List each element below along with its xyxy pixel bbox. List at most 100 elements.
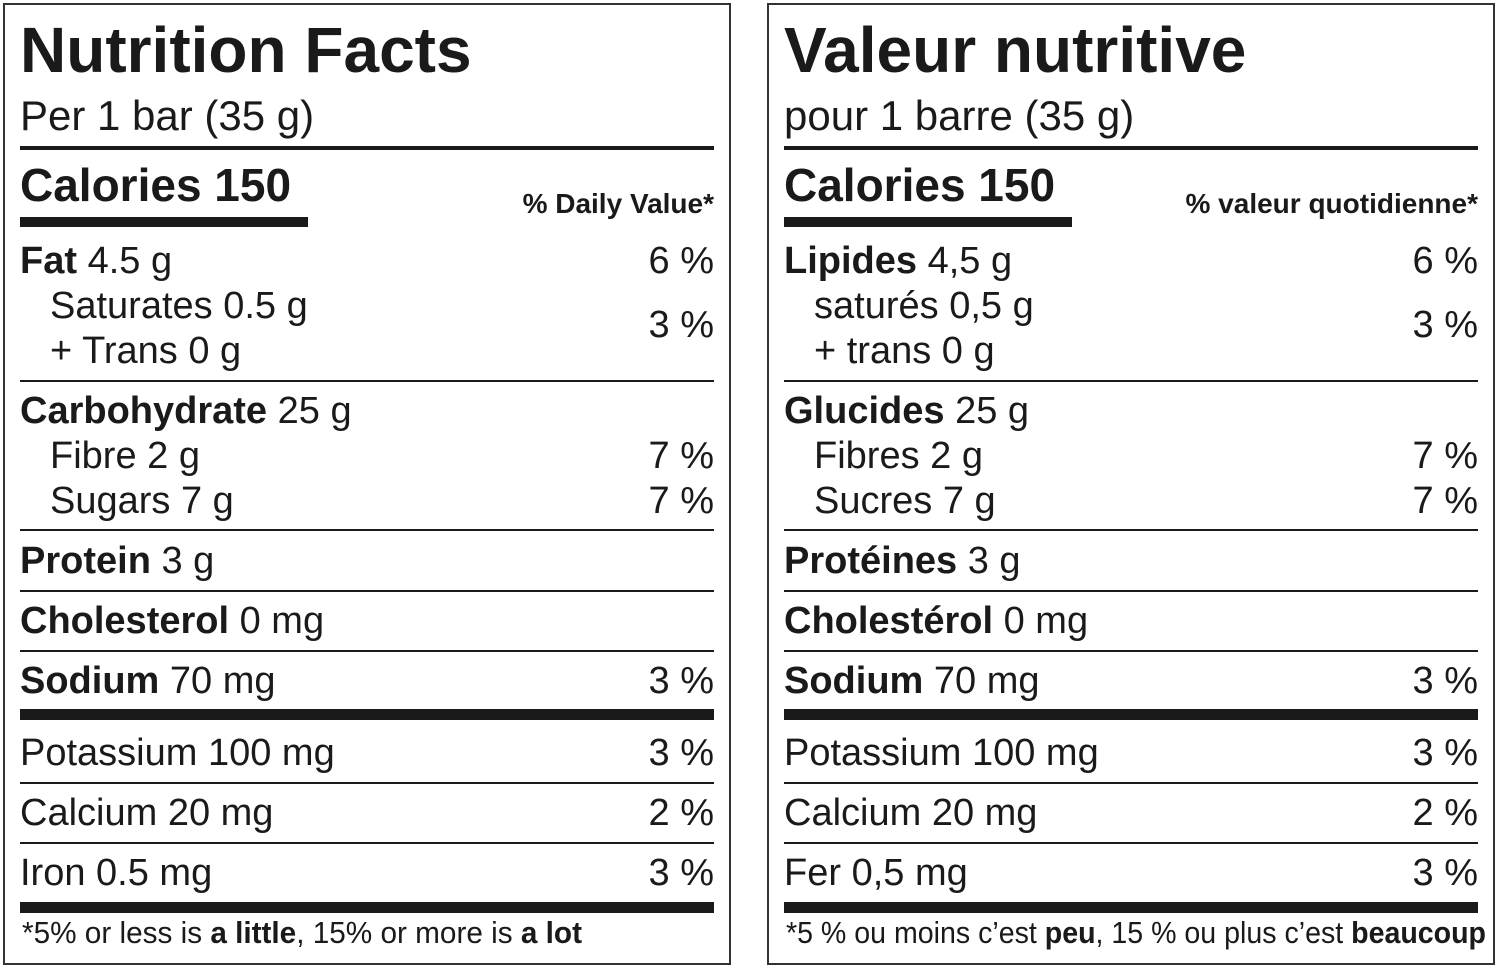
serving-size: Per 1 bar (35 g) xyxy=(20,91,315,139)
divider xyxy=(784,650,1478,652)
nutrient-amount: 20 mg xyxy=(167,792,274,834)
nutrient-name: Glucides xyxy=(784,390,945,432)
serving-size: pour 1 barre (35 g) xyxy=(784,91,1135,139)
nutrient-name: Saturates xyxy=(50,285,213,327)
divider xyxy=(784,529,1478,531)
divider xyxy=(784,590,1478,592)
nutrient-name: Fibre xyxy=(50,435,137,477)
nutrient-name: Sucres xyxy=(814,480,933,522)
daily-value-header: % Daily Value* xyxy=(522,187,714,219)
nutrient-line: Fer 0,5 mg xyxy=(784,854,968,892)
nutrient-amount: 3 g xyxy=(967,540,1021,582)
nutrient-name: Protein xyxy=(20,540,151,582)
daily-value-percent: 6 % xyxy=(648,240,714,283)
nutrient-amount: 70 mg xyxy=(933,660,1040,702)
daily-value-header: % valeur quotidienne* xyxy=(1185,187,1479,219)
footnote-part: beaucoup xyxy=(1351,915,1486,950)
nutrient-name: Cholesterol xyxy=(20,600,230,642)
nutrient-name: Calcium xyxy=(784,792,922,834)
nutrient-amount: 0 g xyxy=(188,330,242,372)
footnote-part: peu xyxy=(1044,915,1096,950)
nutrient-line: Saturates 0.5 g xyxy=(50,287,308,325)
nutrient-amount: 2 g xyxy=(930,435,983,477)
nutrient-line: Fibres 2 g xyxy=(814,437,983,475)
nutrient-line: Fibre 2 g xyxy=(50,437,200,475)
nutrient-line: Lipides 4,5 g xyxy=(784,242,1012,280)
daily-value-percent: 3 % xyxy=(1412,732,1478,775)
nutrient-name: Cholestérol xyxy=(784,600,994,642)
daily-value-percent: 3 % xyxy=(648,852,714,895)
daily-value-percent: 3 % xyxy=(648,304,714,347)
divider xyxy=(20,380,714,382)
daily-value-percent: 7 % xyxy=(648,480,714,523)
panel-title: Valeur nutritive xyxy=(784,13,1247,86)
nutrient-amount: 0.5 g xyxy=(223,285,308,327)
nutrient-name: Calcium xyxy=(20,792,158,834)
nutrient-name: Iron xyxy=(20,852,86,894)
nutrient-line: + Trans 0 g xyxy=(50,332,241,370)
nutrient-amount: 0 mg xyxy=(1003,600,1089,642)
daily-value-percent: 2 % xyxy=(1412,792,1478,835)
nutrient-line: Cholesterol 0 mg xyxy=(20,602,324,640)
daily-value-percent: 7 % xyxy=(648,435,714,478)
nutrient-name: Potassium xyxy=(20,732,198,774)
divider xyxy=(20,590,714,592)
nutrient-amount: 25 g xyxy=(277,390,352,432)
nutrient-line: Protéines 3 g xyxy=(784,542,1021,580)
calories: Calories 150 xyxy=(20,158,292,211)
nutrient-name: + Trans xyxy=(50,330,178,372)
footnote-part: a lot xyxy=(520,915,582,950)
divider xyxy=(20,529,714,531)
divider xyxy=(784,842,1478,844)
nutrient-name: Carbohydrate xyxy=(20,390,268,432)
nutrient-amount: 70 mg xyxy=(169,660,276,702)
nutrient-name: Fibres xyxy=(814,435,920,477)
nutrient-line: Carbohydrate 25 g xyxy=(20,392,352,430)
nutrient-line: Cholestérol 0 mg xyxy=(784,602,1088,640)
nutrient-line: + trans 0 g xyxy=(814,332,995,370)
daily-value-percent: 3 % xyxy=(1412,852,1478,895)
divider-thick xyxy=(784,709,1478,720)
footnote-part: , 15 % ou plus c’est xyxy=(1095,915,1352,950)
daily-value-percent: 3 % xyxy=(648,732,714,775)
divider xyxy=(784,380,1478,382)
daily-value-percent: 7 % xyxy=(1412,480,1478,523)
nutrient-line: Calcium 20 mg xyxy=(20,794,273,832)
footnote-part: *5% or less is xyxy=(22,915,211,950)
divider xyxy=(784,782,1478,784)
nutrient-name: Protéines xyxy=(784,540,958,582)
nutrient-amount: 0.5 mg xyxy=(96,852,213,894)
daily-value-percent: 2 % xyxy=(648,792,714,835)
daily-value-percent: 7 % xyxy=(1412,435,1478,478)
nutrient-line: Sodium 70 mg xyxy=(20,662,276,700)
nutrient-amount: 0 mg xyxy=(239,600,325,642)
nutrient-amount: 20 mg xyxy=(931,792,1038,834)
divider-thick xyxy=(20,709,714,720)
nutrient-name: Sodium xyxy=(20,660,160,702)
divider xyxy=(20,782,714,784)
nutrient-line: Potassium 100 mg xyxy=(20,734,335,772)
nutrient-amount: 7 g xyxy=(942,480,996,522)
nutrient-line: Sodium 70 mg xyxy=(784,662,1040,700)
panel-title: Nutrition Facts xyxy=(20,13,472,86)
nutrient-name: saturés xyxy=(814,285,939,327)
calories-bar xyxy=(784,217,1072,227)
divider xyxy=(20,650,714,652)
nutrient-line: Fat 4.5 g xyxy=(20,242,172,280)
daily-value-percent: 6 % xyxy=(1412,240,1478,283)
divider-thick xyxy=(784,146,1478,150)
nutrient-name: Lipides xyxy=(784,240,918,282)
nutrient-amount: 4.5 g xyxy=(87,240,173,282)
nutrient-line: saturés 0,5 g xyxy=(814,287,1034,325)
nutrient-amount: 0,5 mg xyxy=(851,852,968,894)
nutrient-amount: 2 g xyxy=(147,435,200,477)
footnote-part: *5 % ou moins c’est xyxy=(786,915,1045,950)
nutrient-name: Sugars xyxy=(50,480,171,522)
calories-bar xyxy=(20,217,308,227)
daily-value-percent: 3 % xyxy=(1412,304,1478,347)
nutrient-amount: 0 g xyxy=(941,330,995,372)
nutrient-name: + trans xyxy=(814,330,932,372)
nutrient-name: Sodium xyxy=(784,660,924,702)
nutrient-amount: 7 g xyxy=(180,480,234,522)
nutrition-panel-en: Nutrition Facts Per 1 bar (35 g) Calories … xyxy=(3,3,731,965)
